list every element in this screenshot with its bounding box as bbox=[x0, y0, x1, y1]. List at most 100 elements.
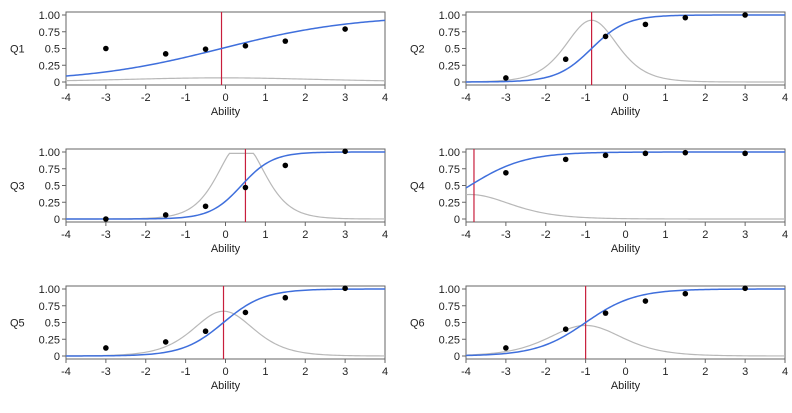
y-tick-label: 0.75 bbox=[39, 301, 60, 313]
chart-panel-6: 0 0.25 0.5 0.75 1.00 -4 -3 -2 -1 0 1 2 3 4 Ability Q6 bbox=[410, 284, 788, 392]
x-tick-label: 1 bbox=[662, 366, 668, 378]
x-tick-label: 3 bbox=[742, 229, 748, 241]
data-point bbox=[503, 169, 509, 176]
icc-curve bbox=[66, 19, 385, 77]
data-point bbox=[202, 203, 209, 210]
y-tick-label: 0.75 bbox=[39, 27, 60, 39]
data-point bbox=[282, 162, 289, 169]
x-tick-label: 0 bbox=[622, 92, 628, 104]
information-curve bbox=[466, 19, 785, 83]
information-curve bbox=[466, 324, 785, 357]
y-axis-title: Q3 bbox=[10, 181, 25, 193]
y-tick-label: 0.75 bbox=[439, 301, 460, 313]
information-curve bbox=[466, 193, 785, 220]
data-point bbox=[642, 298, 649, 304]
data-point bbox=[602, 33, 609, 40]
x-tick-label: -1 bbox=[181, 366, 191, 378]
information-curve bbox=[66, 77, 385, 82]
x-tick-label: 4 bbox=[382, 92, 388, 104]
x-tick-label: 2 bbox=[302, 92, 308, 104]
y-tick-label: 0 bbox=[454, 351, 460, 363]
chart-panel-3: 0 0.25 0.5 0.75 1.00 -4 -3 -2 -1 0 1 2 3 4 Ability Q3 bbox=[10, 147, 388, 255]
x-tick-label: -3 bbox=[501, 229, 511, 241]
y-axis-title: Q2 bbox=[410, 44, 425, 56]
x-tick-label: 1 bbox=[662, 229, 668, 241]
y-tick-label: 0 bbox=[54, 351, 60, 363]
y-tick-label: 0 bbox=[454, 77, 460, 89]
x-tick-label: 3 bbox=[342, 366, 348, 378]
x-tick-label: -3 bbox=[101, 92, 111, 104]
data-point bbox=[202, 46, 209, 52]
data-point bbox=[282, 294, 289, 301]
data-point bbox=[162, 51, 169, 57]
x-tick-label: -3 bbox=[501, 366, 511, 378]
x-tick-label: -2 bbox=[541, 92, 551, 104]
plot-area bbox=[466, 149, 785, 222]
y-tick-label: 0.5 bbox=[445, 181, 460, 193]
x-tick-label: 2 bbox=[302, 366, 308, 378]
y-tick-label: 1.00 bbox=[39, 10, 60, 22]
y-tick-label: 0.25 bbox=[439, 60, 460, 72]
x-axis-title: Ability bbox=[211, 380, 241, 392]
plot-area bbox=[66, 286, 385, 359]
y-tick-label: 1.00 bbox=[39, 147, 60, 159]
x-tick-label: 0 bbox=[222, 366, 228, 378]
data-point bbox=[103, 45, 109, 52]
y-axis-title: Q4 bbox=[410, 181, 425, 193]
x-tick-label: -4 bbox=[461, 366, 471, 378]
y-tick-label: 0.75 bbox=[439, 27, 460, 39]
y-tick-label: 0 bbox=[54, 77, 60, 89]
plot-area bbox=[66, 12, 385, 85]
plot-frame bbox=[65, 285, 386, 360]
x-tick-label: -2 bbox=[541, 366, 551, 378]
x-tick-label: 3 bbox=[342, 229, 348, 241]
data-point bbox=[282, 38, 289, 44]
x-tick-label: -4 bbox=[61, 229, 71, 241]
x-tick-label: 2 bbox=[702, 229, 708, 241]
plot-area bbox=[66, 149, 385, 222]
x-tick-label: 0 bbox=[222, 229, 228, 241]
icc-curve bbox=[466, 288, 785, 357]
data-point bbox=[103, 345, 109, 351]
x-tick-label: 4 bbox=[782, 229, 788, 241]
x-tick-label: 1 bbox=[262, 92, 268, 104]
y-tick-label: 0 bbox=[454, 214, 460, 226]
icc-curve bbox=[66, 288, 385, 357]
y-tick-label: 0.5 bbox=[445, 44, 460, 56]
x-tick-label: -1 bbox=[581, 92, 591, 104]
data-point bbox=[602, 152, 609, 159]
y-tick-label: 0.25 bbox=[39, 334, 60, 346]
y-tick-label: 1.00 bbox=[439, 284, 460, 296]
x-tick-label: -4 bbox=[61, 92, 71, 104]
y-tick-label: 0.75 bbox=[39, 164, 60, 176]
plot-area bbox=[466, 12, 785, 85]
y-tick-label: 0.75 bbox=[439, 164, 460, 176]
x-tick-label: 0 bbox=[622, 229, 628, 241]
chart-panel-5: 0 0.25 0.5 0.75 1.00 -4 -3 -2 -1 0 1 2 3 4 Ability Q5 bbox=[10, 284, 388, 392]
x-axis-title: Ability bbox=[611, 380, 641, 392]
data-point bbox=[682, 290, 689, 297]
data-point bbox=[242, 184, 249, 191]
y-tick-label: 0.5 bbox=[45, 318, 60, 330]
data-point bbox=[742, 150, 748, 157]
x-tick-label: -4 bbox=[461, 229, 471, 241]
x-tick-label: -1 bbox=[181, 229, 191, 241]
x-axis-title: Ability bbox=[211, 243, 241, 255]
x-tick-label: -2 bbox=[541, 229, 551, 241]
information-curve bbox=[66, 310, 385, 357]
x-tick-label: 4 bbox=[382, 229, 388, 241]
x-tick-label: 1 bbox=[662, 92, 668, 104]
x-tick-label: -3 bbox=[101, 366, 111, 378]
x-axis-title: Ability bbox=[611, 243, 641, 255]
icc-curve bbox=[466, 151, 785, 189]
x-tick-label: 2 bbox=[702, 366, 708, 378]
chart-panel-4: 0 0.25 0.5 0.75 1.00 -4 -3 -2 -1 0 1 2 3 4 Ability Q4 bbox=[410, 147, 788, 255]
data-point bbox=[103, 216, 109, 222]
y-tick-label: 0.5 bbox=[445, 318, 460, 330]
data-point bbox=[342, 148, 348, 155]
x-tick-label: 0 bbox=[222, 92, 228, 104]
x-tick-label: -1 bbox=[181, 92, 191, 104]
x-tick-label: 2 bbox=[302, 229, 308, 241]
